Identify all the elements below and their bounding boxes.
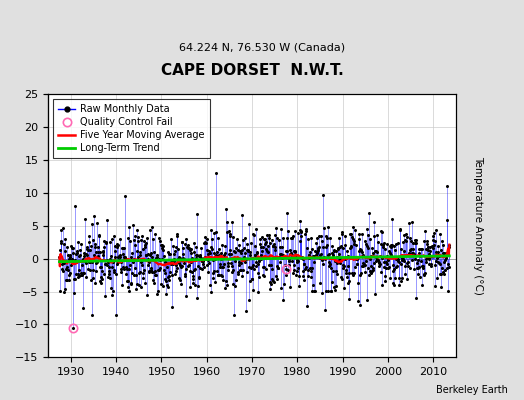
Title: CAPE DORSET  N.W.T.: CAPE DORSET N.W.T.: [161, 63, 344, 78]
Text: 64.224 N, 76.530 W (Canada): 64.224 N, 76.530 W (Canada): [179, 42, 345, 52]
Y-axis label: Temperature Anomaly (°C): Temperature Anomaly (°C): [473, 156, 483, 295]
Legend: Raw Monthly Data, Quality Control Fail, Five Year Moving Average, Long-Term Tren: Raw Monthly Data, Quality Control Fail, …: [53, 99, 210, 158]
Text: Berkeley Earth: Berkeley Earth: [436, 385, 508, 395]
